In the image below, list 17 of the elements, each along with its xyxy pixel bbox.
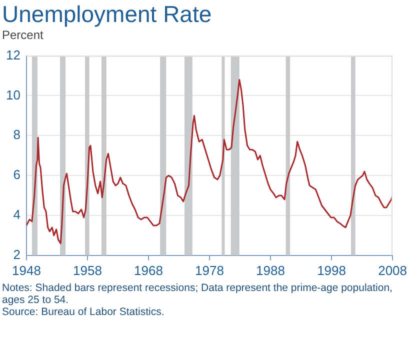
y-axis-title: Percent: [1, 28, 44, 42]
y-tick-label: 10: [6, 87, 20, 102]
chart-title: Unemployment Rate: [1, 0, 213, 27]
x-tick-label: 1978: [195, 262, 224, 278]
x-tick-label: 1968: [134, 262, 163, 278]
y-tick-label: 2: [13, 246, 20, 262]
y-tick-label: 6: [13, 167, 20, 182]
text: Notes: Shaded bars represent recessions; Data represent the prime-age population, ages 25 to 54.: [1, 282, 394, 306]
source-note: Source: Bureau of Labor Statistics.: [1, 306, 166, 318]
x-tick-label: 1958: [73, 262, 102, 278]
y-tick-label: 8: [13, 127, 20, 142]
y-tick-label: 4: [13, 207, 20, 222]
y-tick-label: 12: [6, 47, 20, 62]
x-tick-label: 1998: [317, 262, 346, 278]
x-tick-label: 1948: [12, 262, 41, 278]
x-tick-label: 2008: [378, 262, 407, 278]
x-tick-label: 1988: [256, 262, 285, 278]
